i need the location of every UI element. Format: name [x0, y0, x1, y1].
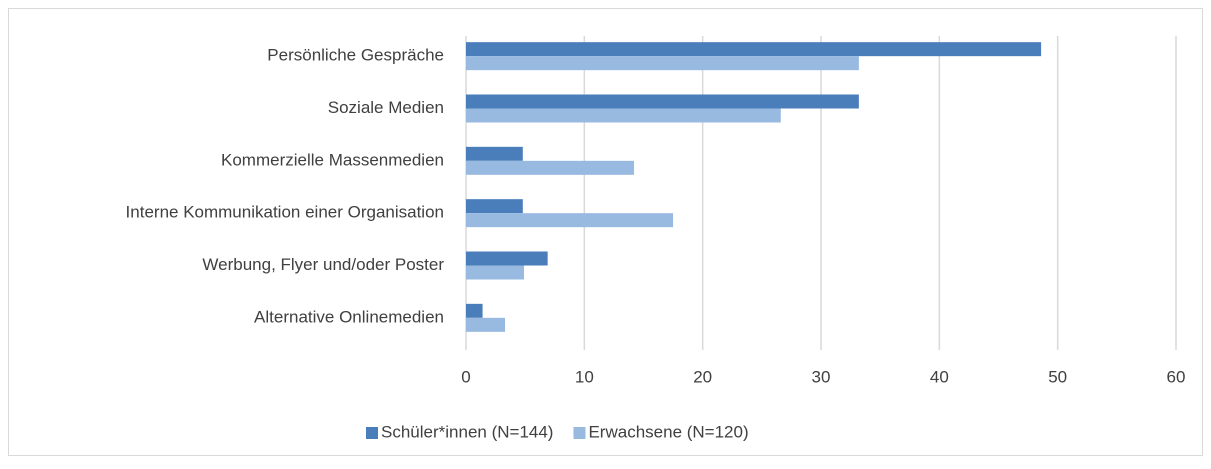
x-tick-label: 30: [812, 367, 831, 386]
bar: [466, 42, 1042, 57]
legend-label: Erwachsene (N=120): [588, 422, 748, 441]
bar: [466, 265, 524, 280]
y-tick-label: Alternative Onlinemedien: [254, 307, 444, 326]
x-tick-label: 20: [693, 367, 712, 386]
legend-swatch: [573, 427, 586, 439]
bar: [466, 317, 506, 332]
x-tick-label: 60: [1167, 367, 1186, 386]
bar: [466, 160, 635, 175]
y-tick-label: Interne Kommunikation einer Organisation: [126, 203, 444, 222]
bar: [466, 303, 483, 318]
bar: [466, 56, 859, 71]
bar: [466, 251, 548, 266]
y-tick-label: Persönliche Gespräche: [267, 46, 444, 65]
chart-frame: [8, 8, 1203, 456]
x-tick-label: 10: [575, 367, 594, 386]
bar: [466, 108, 781, 123]
bar: [466, 213, 674, 228]
bar: [466, 199, 523, 214]
bar: [466, 94, 859, 109]
y-tick-label: Werbung, Flyer und/oder Poster: [202, 255, 444, 274]
y-tick-label: Kommerzielle Massenmedien: [221, 150, 444, 169]
x-tick-label: 50: [1048, 367, 1067, 386]
x-tick-label: 40: [930, 367, 949, 386]
bar: [466, 146, 523, 161]
x-tick-label: 0: [461, 367, 470, 386]
y-tick-label: Soziale Medien: [328, 98, 444, 117]
legend-label: Schüler*innen (N=144): [381, 422, 553, 441]
legend-swatch: [366, 427, 378, 439]
